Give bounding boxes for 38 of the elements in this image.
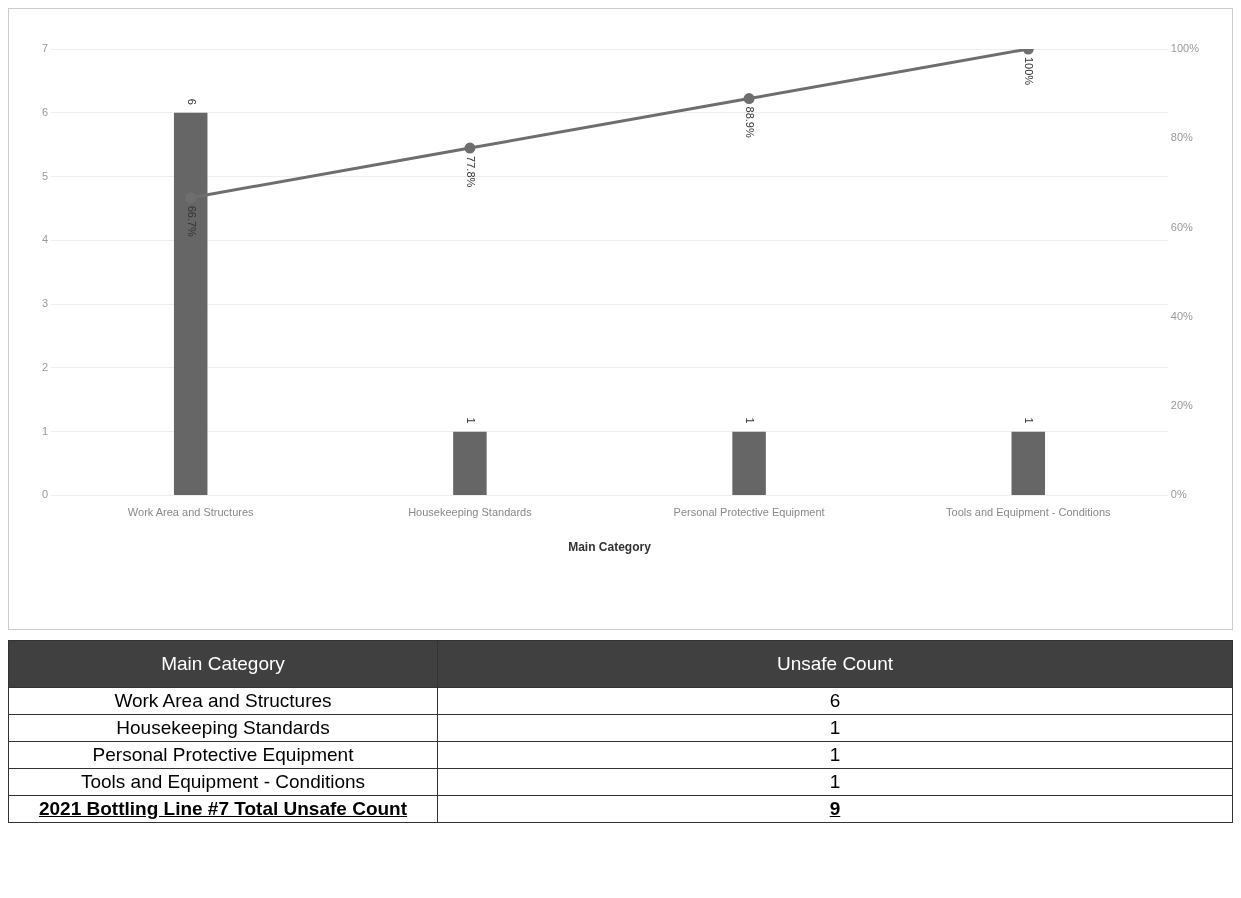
x-tick-label: Personal Protective Equipment bbox=[673, 506, 825, 519]
x-tick-label: Work Area and Structures bbox=[127, 506, 255, 519]
data-label: 77.8% bbox=[464, 156, 477, 188]
text: 6 bbox=[829, 690, 841, 711]
x-tick-label: Tools and Equipment - Conditions bbox=[946, 506, 1112, 519]
y-tick-label: 3 bbox=[41, 297, 49, 310]
text: 1 bbox=[829, 717, 841, 738]
x-tick-label: Housekeeping Standards bbox=[408, 506, 533, 519]
y-tick-label: 4 bbox=[41, 233, 49, 246]
text: 9 bbox=[437, 795, 1233, 823]
data-label: 1 bbox=[1023, 417, 1036, 424]
y2-tick-label: 80% bbox=[1170, 131, 1194, 144]
text: 1 bbox=[829, 744, 841, 765]
category-label: Tools and Equipment - Conditions bbox=[80, 771, 366, 792]
category-label: Personal Protective Equipment bbox=[92, 744, 354, 765]
y-tick-label: 5 bbox=[41, 169, 49, 182]
category-label: Housekeeping Standards bbox=[116, 717, 330, 738]
data-label: 88.9% bbox=[744, 106, 757, 138]
y-tick-label: 6 bbox=[41, 105, 49, 118]
text: 1 bbox=[829, 771, 841, 792]
data-label: 100% bbox=[1023, 57, 1036, 86]
y-tick-label: 2 bbox=[41, 360, 49, 373]
data-label: 1 bbox=[464, 417, 477, 424]
text: Main Category bbox=[161, 653, 285, 674]
x-axis-title: Main Category bbox=[568, 540, 652, 555]
y-tick-label: 7 bbox=[41, 42, 49, 55]
y2-tick-label: 20% bbox=[1170, 399, 1194, 412]
y2-tick-label: 40% bbox=[1170, 309, 1194, 322]
category-label: Work Area and Structures bbox=[114, 690, 332, 711]
data-label: 6 bbox=[185, 98, 198, 105]
data-label: 1 bbox=[744, 417, 757, 424]
y2-tick-label: 100% bbox=[1170, 42, 1200, 55]
y2-tick-label: 60% bbox=[1170, 220, 1194, 233]
y-tick-label: 1 bbox=[41, 424, 49, 437]
y-tick-label: 0 bbox=[41, 488, 49, 501]
y2-tick-label: 0% bbox=[1170, 488, 1187, 501]
text: Unsafe Count bbox=[437, 640, 1233, 688]
text: 2021 Bottling Line #7 Total Unsafe Count bbox=[8, 795, 438, 823]
